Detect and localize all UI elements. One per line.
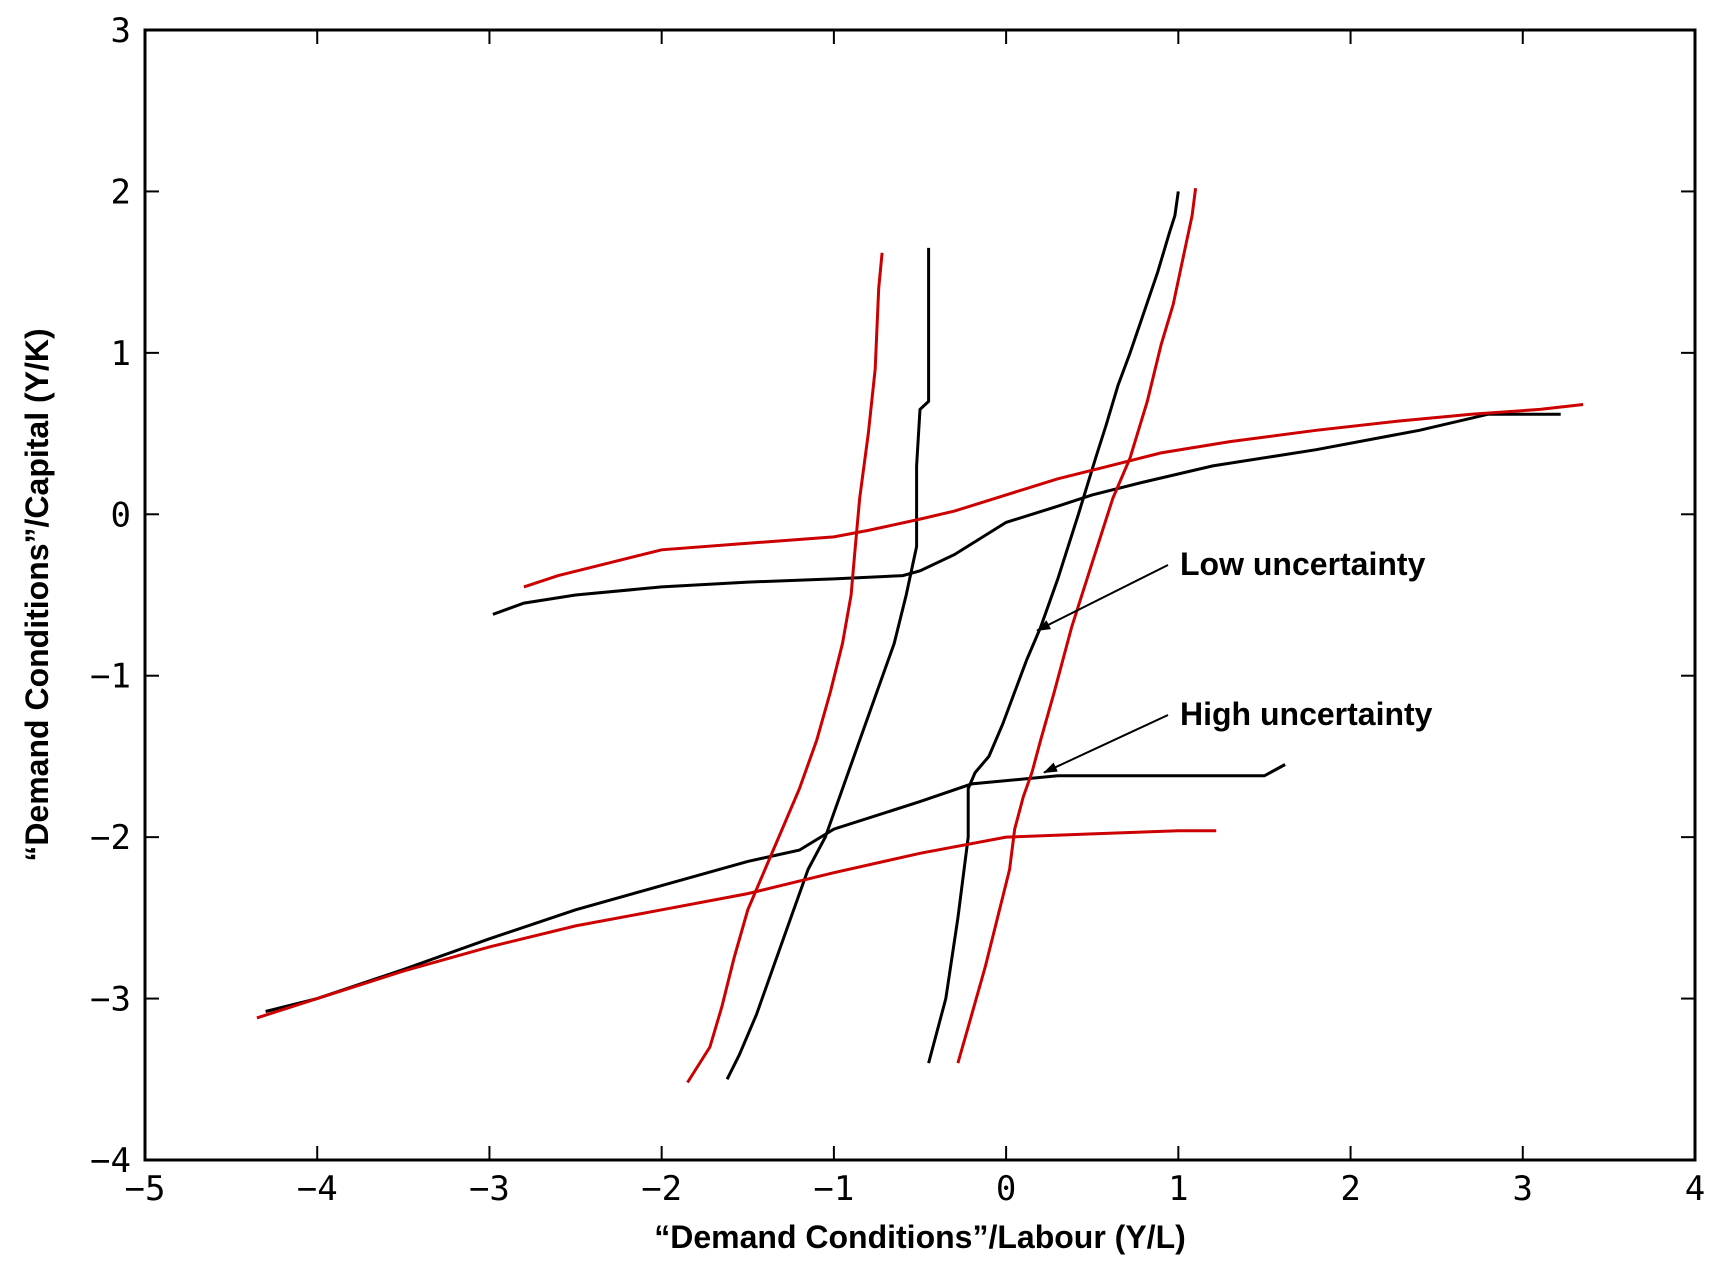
high-uncertainty-series-line [523,403,1584,589]
y-tick-label: −4 [90,1141,131,1181]
high-uncertainty-series-line [956,188,1198,1064]
annotation-label: High uncertainty [1180,696,1433,732]
y-axis-title: “Demand Conditions”/Capital (Y/K) [19,328,55,861]
x-tick-label: −1 [813,1169,854,1209]
annotations-layer: Low uncertainty High uncertainty [1036,546,1433,774]
x-tick-label: 4 [1685,1169,1705,1209]
high-uncertainty-series-line [256,829,1217,1020]
x-tick-label: −5 [125,1169,166,1209]
low-uncertainty-series-line [725,247,931,1080]
low-uncertainty-series-line [927,191,1180,1064]
x-tick-label: −4 [297,1169,338,1209]
y-tick-label: −3 [90,980,131,1020]
x-tick-label: 0 [996,1169,1016,1209]
annotation-label: Low uncertainty [1180,546,1426,582]
x-axis-title: “Demand Conditions”/Labour (Y/L) [654,1219,1186,1255]
y-tick-label: 0 [111,495,131,535]
series-layer [256,188,1584,1084]
x-tick-label: 1 [1168,1169,1188,1209]
annotation-arrow [1043,714,1169,774]
y-tick-label: 1 [111,334,131,374]
x-tick-label: −2 [641,1169,682,1209]
high-uncertainty-series-line [686,252,884,1084]
low-uncertainty-series-line [265,763,1286,1013]
y-tick-label: −2 [90,818,131,858]
x-tick-label: 2 [1340,1169,1360,1209]
plot-frame [143,28,1697,1162]
x-tick-label: −3 [469,1169,510,1209]
y-tick-label: 3 [111,11,131,51]
y-tick-label: 2 [111,172,131,212]
y-tick-label: −1 [90,657,131,697]
low-uncertainty-series-line [492,412,1561,616]
annotation-arrow [1036,564,1169,632]
x-tick-label: 3 [1513,1169,1533,1209]
